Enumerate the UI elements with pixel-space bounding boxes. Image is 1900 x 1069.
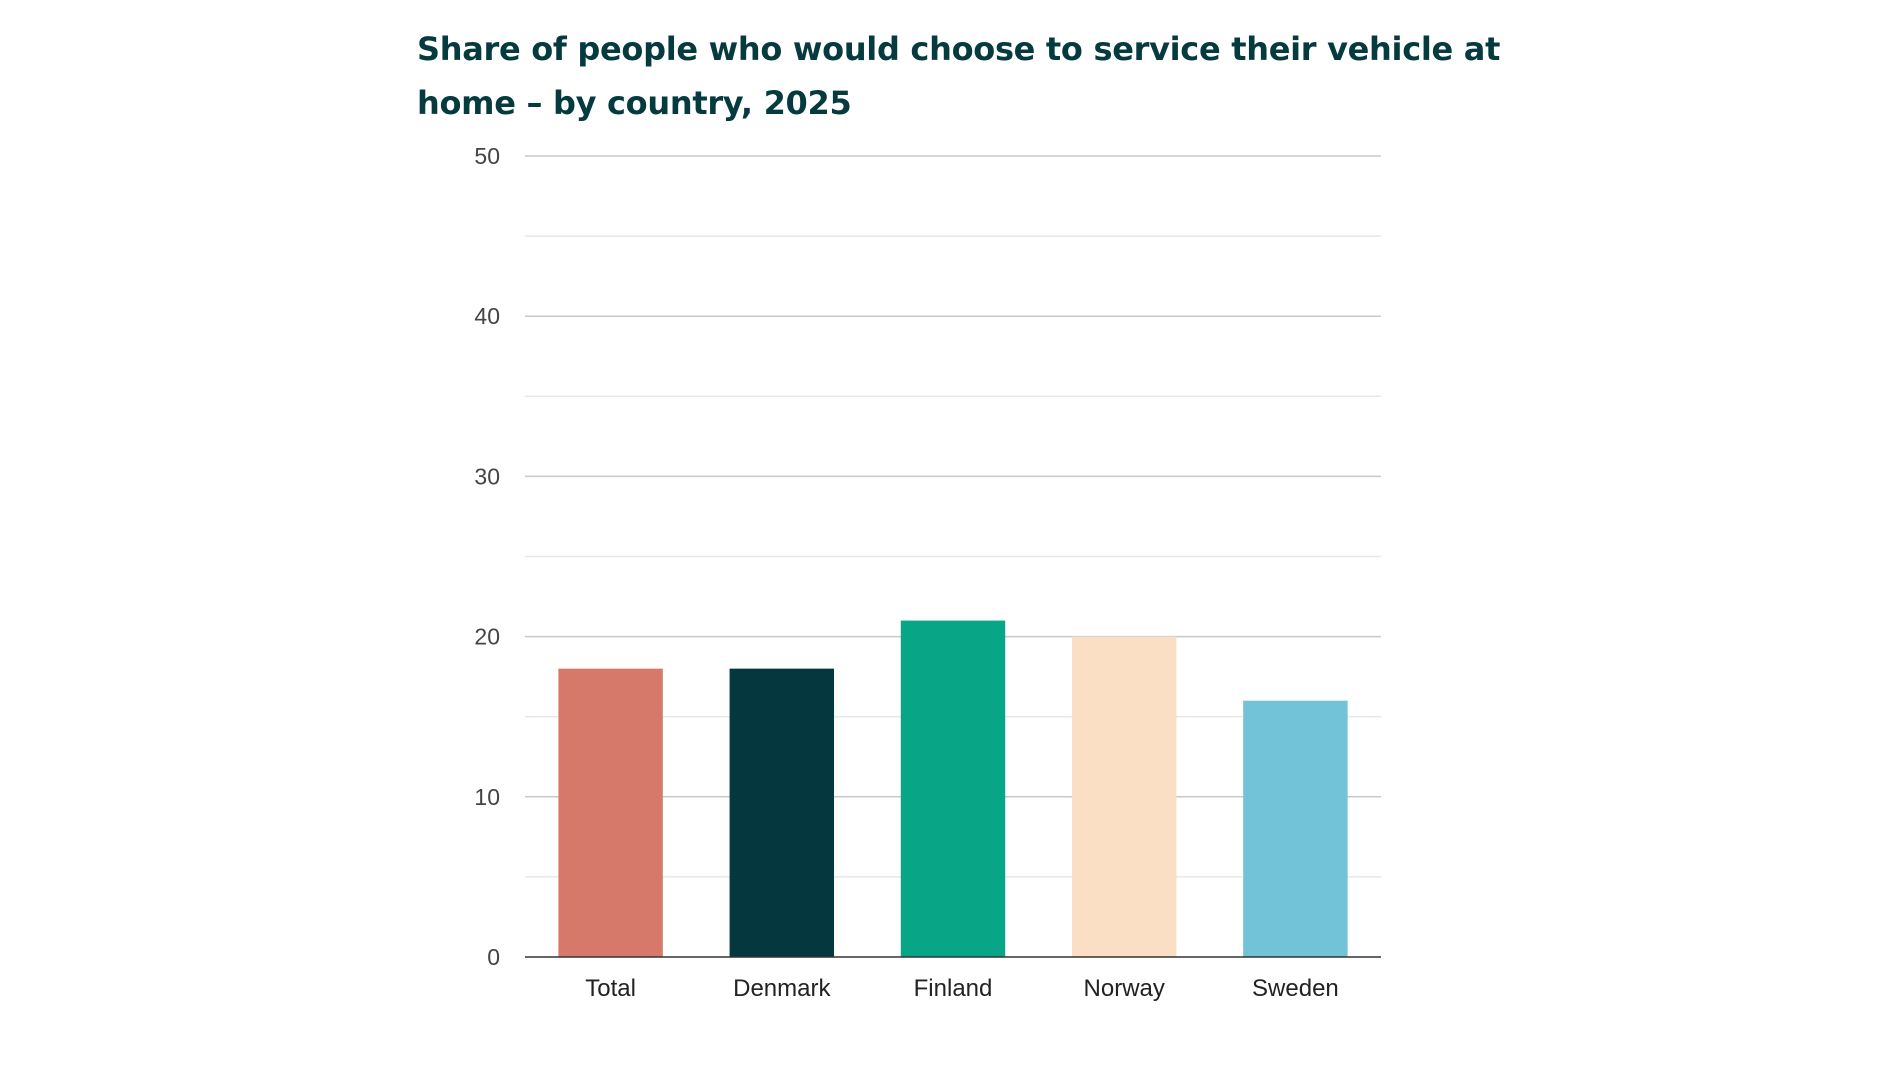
bar-total bbox=[558, 668, 663, 957]
y-tick-label: 40 bbox=[474, 303, 500, 329]
y-tick-label: 0 bbox=[487, 944, 500, 970]
y-tick-label: 20 bbox=[474, 624, 500, 650]
x-tick-label: Finland bbox=[914, 975, 993, 1002]
bar-sweden bbox=[1243, 700, 1348, 957]
chart-title: Share of people who would choose to serv… bbox=[417, 30, 1501, 122]
y-tick-label: 30 bbox=[474, 463, 500, 489]
y-tick-label: 10 bbox=[474, 784, 500, 810]
bar-finland bbox=[900, 620, 1006, 957]
x-tick-label: Norway bbox=[1084, 975, 1165, 1002]
x-tick-label: Denmark bbox=[733, 975, 831, 1002]
x-tick-label: Total bbox=[585, 975, 636, 1002]
bar-denmark bbox=[729, 668, 835, 957]
y-tick-label: 50 bbox=[474, 143, 500, 169]
x-tick-label: Sweden bbox=[1252, 975, 1339, 1002]
bar-norway bbox=[1071, 636, 1177, 957]
